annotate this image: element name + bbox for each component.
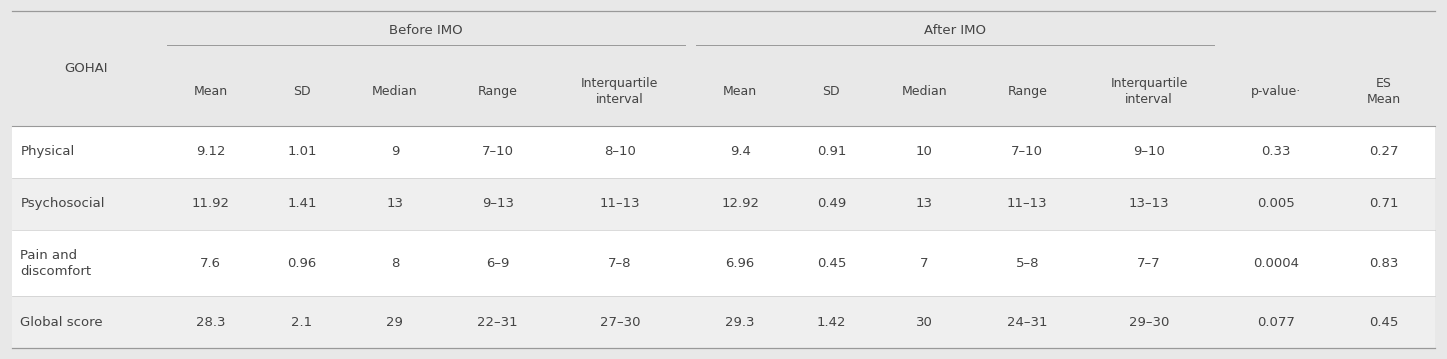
Text: 11–13: 11–13	[1007, 197, 1048, 210]
Text: Global score: Global score	[20, 316, 103, 328]
Text: 7–10: 7–10	[1011, 145, 1043, 158]
Text: p-value·: p-value·	[1252, 85, 1301, 98]
Text: 5–8: 5–8	[1016, 257, 1039, 270]
Text: 0.96: 0.96	[288, 257, 317, 270]
Text: Interquartile
interval: Interquartile interval	[582, 77, 658, 106]
Text: Range: Range	[1007, 85, 1048, 98]
Text: 1.41: 1.41	[288, 197, 317, 210]
Text: 0.005: 0.005	[1257, 197, 1295, 210]
Text: 9: 9	[391, 145, 399, 158]
Text: 29.3: 29.3	[725, 316, 755, 328]
Text: After IMO: After IMO	[925, 24, 985, 37]
Bar	[12, 58, 1435, 126]
Text: 11–13: 11–13	[599, 197, 640, 210]
Text: 29: 29	[386, 316, 404, 328]
Text: Median: Median	[901, 85, 948, 98]
Text: ES
Mean: ES Mean	[1367, 77, 1401, 106]
Text: 0.91: 0.91	[816, 145, 846, 158]
Text: 0.077: 0.077	[1257, 316, 1295, 328]
Bar	[12, 230, 1435, 296]
Text: Mean: Mean	[724, 85, 757, 98]
Text: 1.42: 1.42	[816, 316, 846, 328]
Text: 10: 10	[916, 145, 933, 158]
Text: 30: 30	[916, 316, 933, 328]
Text: 28.3: 28.3	[195, 316, 226, 328]
Text: 24–31: 24–31	[1007, 316, 1048, 328]
Text: 13–13: 13–13	[1129, 197, 1169, 210]
Text: Psychosocial: Psychosocial	[20, 197, 104, 210]
Text: 7–8: 7–8	[608, 257, 631, 270]
Text: 13: 13	[916, 197, 933, 210]
Text: 9.4: 9.4	[729, 145, 751, 158]
Text: 8: 8	[391, 257, 399, 270]
Text: 13: 13	[386, 197, 404, 210]
Text: SD: SD	[822, 85, 841, 98]
Text: 29–30: 29–30	[1129, 316, 1169, 328]
Text: Before IMO: Before IMO	[389, 24, 463, 37]
Text: Median: Median	[372, 85, 418, 98]
Text: 7: 7	[920, 257, 929, 270]
Text: 7–7: 7–7	[1137, 257, 1160, 270]
Text: 9.12: 9.12	[195, 145, 226, 158]
Text: 2.1: 2.1	[291, 316, 313, 328]
Text: 22–31: 22–31	[478, 316, 518, 328]
Text: GOHAI: GOHAI	[65, 62, 109, 75]
Text: 9–13: 9–13	[482, 197, 514, 210]
Text: 27–30: 27–30	[599, 316, 640, 328]
Text: 0.49: 0.49	[816, 197, 846, 210]
Text: 0.45: 0.45	[816, 257, 846, 270]
Text: 6–9: 6–9	[486, 257, 509, 270]
Bar	[12, 11, 1435, 58]
Text: 11.92: 11.92	[191, 197, 230, 210]
Text: Pain and
discomfort: Pain and discomfort	[20, 248, 91, 278]
Text: 0.45: 0.45	[1369, 316, 1399, 328]
Text: 7–10: 7–10	[482, 145, 514, 158]
Text: 0.33: 0.33	[1262, 145, 1291, 158]
Text: Range: Range	[478, 85, 518, 98]
Bar	[12, 178, 1435, 230]
Text: Mean: Mean	[194, 85, 227, 98]
Text: 0.71: 0.71	[1369, 197, 1399, 210]
Bar	[12, 296, 1435, 348]
Text: 12.92: 12.92	[721, 197, 760, 210]
Text: 0.27: 0.27	[1369, 145, 1399, 158]
Bar	[12, 126, 1435, 178]
Text: Physical: Physical	[20, 145, 74, 158]
Text: Interquartile
interval: Interquartile interval	[1110, 77, 1188, 106]
Text: 0.0004: 0.0004	[1253, 257, 1299, 270]
Text: 8–10: 8–10	[603, 145, 635, 158]
Text: 6.96: 6.96	[725, 257, 755, 270]
Text: 7.6: 7.6	[200, 257, 221, 270]
Text: 1.01: 1.01	[288, 145, 317, 158]
Text: 0.83: 0.83	[1369, 257, 1399, 270]
Text: 9–10: 9–10	[1133, 145, 1165, 158]
Text: SD: SD	[294, 85, 311, 98]
